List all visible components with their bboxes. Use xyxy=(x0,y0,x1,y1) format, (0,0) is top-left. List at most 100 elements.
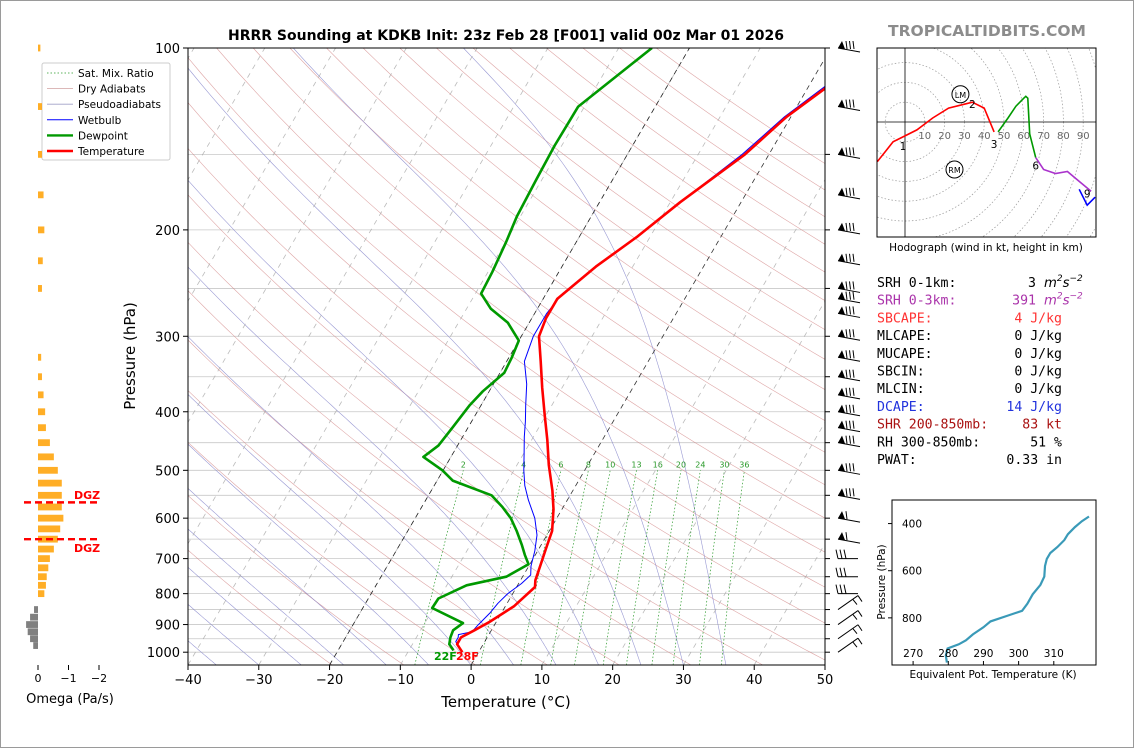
omega-panel: 0 −1 −2 Omega (Pa/s) DGZ DGZ xyxy=(24,44,114,707)
wind-barb xyxy=(837,281,861,293)
omega-bar xyxy=(38,555,50,563)
pseudoadiabat xyxy=(188,487,387,665)
y-tick-label: 1000 xyxy=(147,646,180,661)
mixing-ratio-label: 2 xyxy=(461,460,466,469)
mixing-ratio-label: 6 xyxy=(558,460,563,469)
y-tick-label: 900 xyxy=(155,619,180,634)
stat-value: 83 kt xyxy=(1022,418,1062,433)
wind-barb xyxy=(837,99,861,112)
dry-adiabat xyxy=(362,48,825,390)
hodograph-trace xyxy=(877,101,995,163)
dry-adiabat xyxy=(188,194,825,661)
dry-adiabat xyxy=(188,339,620,665)
isotherm-reference xyxy=(329,48,690,665)
omega-bar xyxy=(38,408,46,416)
theta-e-x-tick-label: 280 xyxy=(938,648,958,660)
skew-t-series xyxy=(422,48,825,653)
hodograph-ring-label: 10 xyxy=(918,131,931,142)
omega-bar xyxy=(38,479,62,487)
omega-bar xyxy=(38,285,42,292)
hodograph-title: Hodograph (wind in kt, height in km) xyxy=(889,242,1083,254)
omega-bar xyxy=(30,635,38,643)
stat-value: 0 J/kg xyxy=(1014,347,1062,362)
pseudoadiabat xyxy=(188,393,472,665)
y-tick-label: 200 xyxy=(155,224,180,239)
pseudoadiabat xyxy=(188,566,302,665)
chart-title: HRRR Sounding at KDKB Init: 23z Feb 28 [… xyxy=(228,28,784,44)
wind-barb xyxy=(837,40,861,53)
omega-bar xyxy=(30,613,38,621)
stat-value: 51 % xyxy=(1030,435,1062,450)
mixing-ratio-label: 8 xyxy=(586,460,591,469)
x-tick-label: 10 xyxy=(534,673,551,688)
wind-barb xyxy=(837,222,861,235)
stat-label: MLCAPE: xyxy=(877,329,933,344)
y-tick-label: 400 xyxy=(155,406,180,421)
hodograph-trace xyxy=(1035,157,1092,192)
stat-value: 4 J/kg xyxy=(1014,311,1062,326)
theta-e-x-tick-label: 300 xyxy=(1009,648,1029,660)
omega-bar xyxy=(38,191,44,199)
dry-adiabat xyxy=(436,48,825,331)
x-tick-label: 40 xyxy=(746,673,763,688)
x-tick-label: −30 xyxy=(245,673,272,688)
stat-value: 0 J/kg xyxy=(1014,329,1062,344)
legend-label: Dewpoint xyxy=(78,130,128,142)
surface-dewpoint-label: 22F xyxy=(434,650,457,663)
wind-barb xyxy=(837,463,861,475)
hodograph-ring-label: 40 xyxy=(978,131,991,142)
dgz-bottom-label: DGZ xyxy=(74,542,100,555)
theta-e-x-tick-label: 290 xyxy=(973,648,993,660)
omega-axis-label: Omega (Pa/s) xyxy=(26,692,114,707)
stat-label: SRH 0-3km: xyxy=(877,294,956,309)
isotherm xyxy=(470,57,825,665)
mixing-ratio-line xyxy=(672,470,701,665)
omega-bar xyxy=(38,150,42,158)
omega-bar xyxy=(38,590,45,598)
pseudoadiabat xyxy=(188,443,429,665)
dry-adiabat xyxy=(188,102,825,588)
omega-bar xyxy=(38,503,62,511)
stat-label: RH 300-850mb: xyxy=(877,435,980,450)
omega-bar xyxy=(33,642,38,649)
pseudoadiabat xyxy=(293,48,684,665)
stats-table: SRH 0-1km: 3 m2s−2 SRH 0-3km: 391 m2s−2 SBCAPE… xyxy=(877,274,1083,468)
pseudoadiabat xyxy=(463,48,727,665)
legend-label: Dry Adiabats xyxy=(78,84,146,96)
dry-adiabat xyxy=(188,57,825,553)
x-axis-label: Temperature (°C) xyxy=(440,693,570,711)
hodograph: 10 20 30 40 50 60 70 80 90 1 2 3 6 9 LM RM Hodograph (w… xyxy=(876,47,1097,254)
wind-barb xyxy=(837,624,863,640)
storm-motion-marker xyxy=(945,160,964,179)
mixing-ratio-label: 36 xyxy=(739,460,749,469)
stat-value: 391 xyxy=(1012,294,1036,309)
stat-unit: m2s−2 xyxy=(1044,274,1083,291)
wetbulb-line xyxy=(455,85,825,653)
stat-label: DCAPE: xyxy=(877,400,925,415)
isotherm xyxy=(188,48,478,545)
theta-e-line xyxy=(944,515,1090,663)
dry-adiabat xyxy=(472,48,825,301)
stat-label: SBCIN: xyxy=(877,365,925,380)
omega-bar xyxy=(38,545,54,553)
hodograph-height-label: 6 xyxy=(1032,161,1039,173)
theta-e-frame xyxy=(891,499,1097,666)
omega-bar xyxy=(38,514,64,522)
x-tick-label: 20 xyxy=(604,673,621,688)
hodograph-ring-label: 70 xyxy=(1037,131,1050,142)
mixing-ratio-line xyxy=(550,470,589,665)
hodograph-ring-label: 90 xyxy=(1077,131,1090,142)
wind-barb xyxy=(837,306,861,318)
y-tick-label: 500 xyxy=(155,464,180,479)
storm-motion-label: LM xyxy=(955,91,966,100)
y-tick-label: 300 xyxy=(155,330,180,345)
omega-bar xyxy=(38,564,49,572)
mixing-ratio-label: 20 xyxy=(676,460,686,469)
stat-label: PWAT: xyxy=(877,453,917,468)
dry-adiabat xyxy=(252,48,825,486)
theta-e-y-label: Pressure (hPa) xyxy=(876,544,888,619)
hodograph-ring-label: 50 xyxy=(998,131,1011,142)
hodograph-trace xyxy=(1078,188,1096,207)
wind-barb xyxy=(837,329,861,341)
mixing-ratio-line xyxy=(574,470,611,665)
